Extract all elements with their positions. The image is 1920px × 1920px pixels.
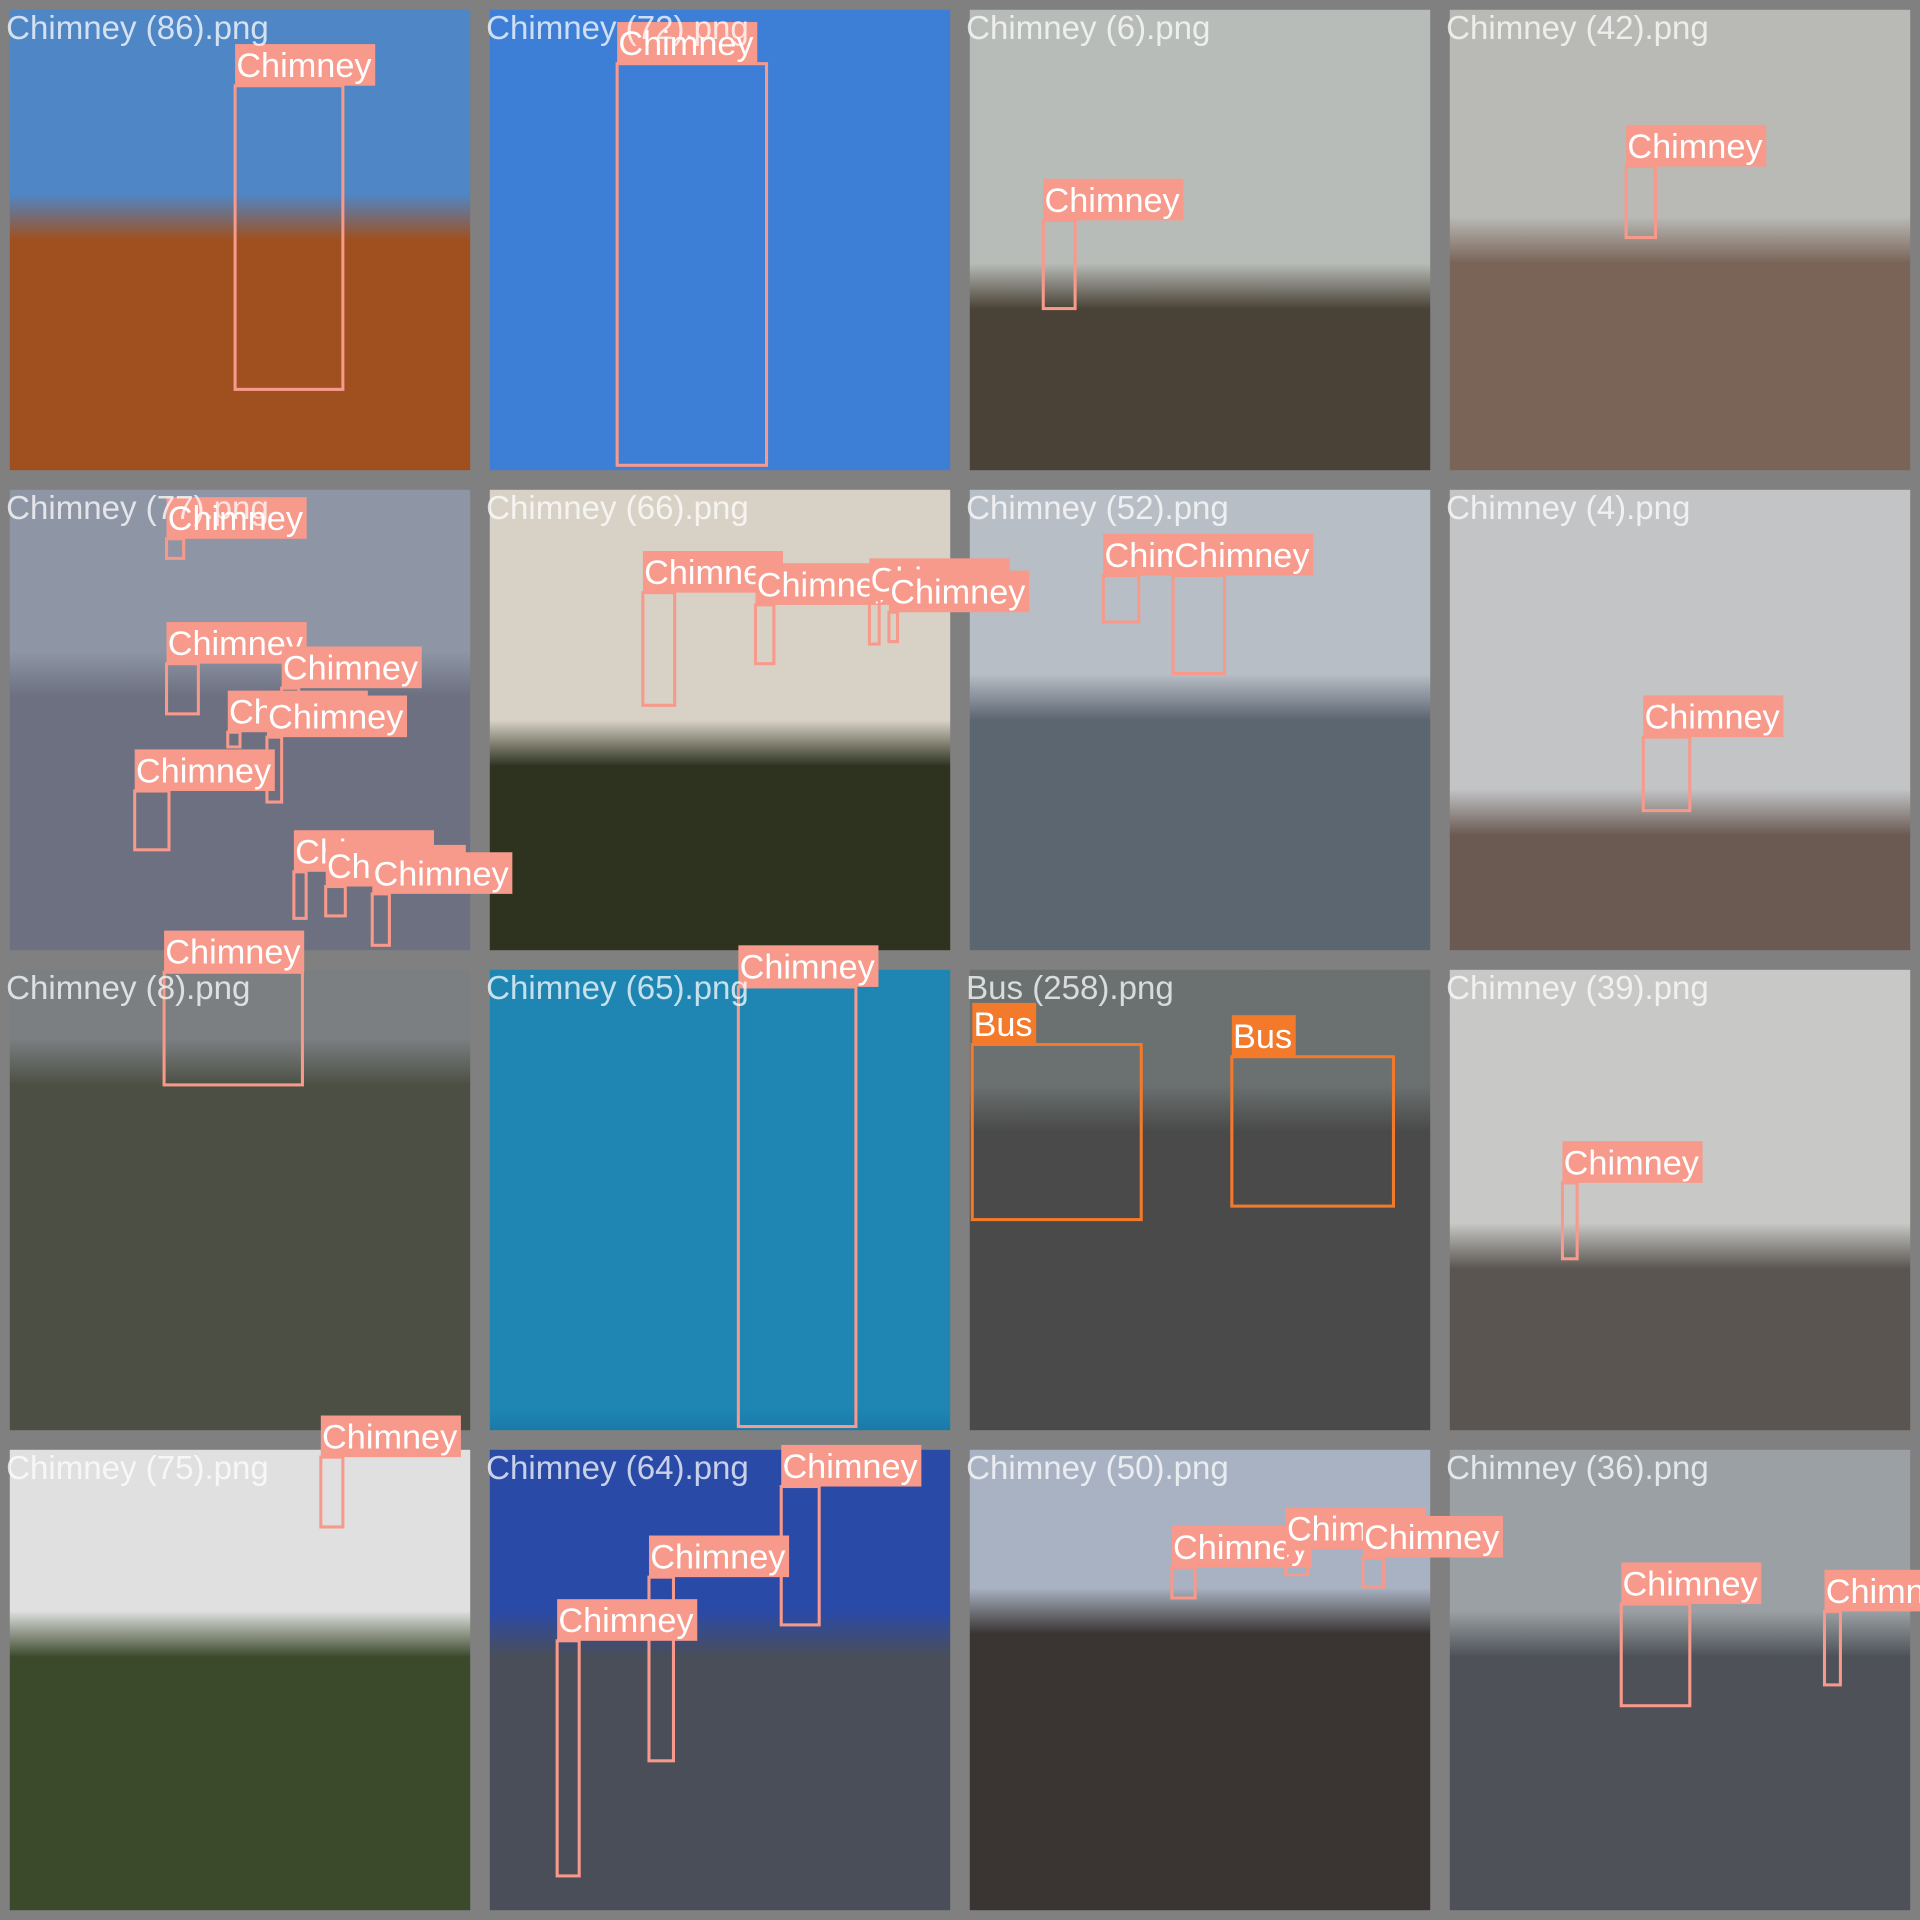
label-background bbox=[1043, 178, 1184, 221]
box-label: Chimney bbox=[740, 948, 876, 986]
label-background bbox=[1621, 1562, 1762, 1605]
label-background bbox=[781, 1444, 922, 1487]
label-background bbox=[266, 695, 408, 738]
file-name: Chimney (8).png bbox=[6, 970, 250, 1007]
box-label: Chimney bbox=[236, 47, 372, 85]
file-name: Chimney (64).png bbox=[486, 1450, 749, 1487]
box-label: Chimney bbox=[1622, 1566, 1758, 1604]
label-background bbox=[972, 1002, 1037, 1045]
label-background bbox=[1231, 1015, 1296, 1057]
box-label: Chimney bbox=[1174, 537, 1310, 575]
box-label: Chimney bbox=[168, 625, 304, 663]
box-label: Chimney bbox=[558, 1602, 694, 1640]
label-background bbox=[888, 570, 1030, 613]
file-name: Chimney (36).png bbox=[1446, 1450, 1709, 1487]
label-background bbox=[1824, 1569, 1920, 1612]
box-label: Chimney bbox=[618, 25, 754, 63]
tile-image bbox=[969, 969, 1431, 1431]
file-name: Chimney (50).png bbox=[966, 1450, 1229, 1487]
label-background bbox=[1362, 1515, 1503, 1558]
tile-image bbox=[9, 1449, 471, 1911]
label-background bbox=[557, 1599, 698, 1641]
label-background bbox=[738, 945, 879, 987]
file-name: Chimney (6).png bbox=[966, 10, 1210, 47]
box-label: Chimney bbox=[650, 1539, 786, 1577]
label-background bbox=[320, 1415, 461, 1458]
box-label: Chimney bbox=[1364, 1519, 1500, 1557]
label-background bbox=[1173, 533, 1314, 576]
box-label: Chimney bbox=[1644, 699, 1780, 737]
tile-image bbox=[489, 9, 951, 471]
tile-image bbox=[489, 969, 951, 1431]
box-label: Chimney bbox=[1627, 128, 1763, 166]
box-label: Chimney bbox=[136, 752, 272, 790]
label-background bbox=[164, 930, 305, 973]
box-label: Bus bbox=[1233, 1018, 1292, 1056]
tile-image bbox=[969, 9, 1431, 471]
box-label: Chimney bbox=[1044, 182, 1180, 220]
file-name: Chimney (86).png bbox=[6, 10, 269, 47]
label-background bbox=[648, 1535, 790, 1578]
box-label: Chimney bbox=[1564, 1144, 1700, 1182]
tile-image bbox=[1449, 1449, 1911, 1911]
tile-image bbox=[9, 969, 471, 1431]
label-background bbox=[617, 22, 758, 64]
bounding-box bbox=[970, 1042, 1143, 1222]
box-label: Chimney bbox=[373, 855, 509, 893]
label-background bbox=[1643, 695, 1784, 738]
box-label: Chimney bbox=[782, 1448, 918, 1486]
box-label: Chimney bbox=[322, 1419, 458, 1457]
label-background bbox=[281, 646, 422, 689]
file-name: Chimney (66).png bbox=[486, 490, 749, 527]
tile-image bbox=[489, 1449, 951, 1911]
file-name: Chimney (52).png bbox=[966, 490, 1229, 527]
file-name: Chimney (72).png bbox=[486, 10, 749, 47]
label-background bbox=[372, 852, 513, 894]
file-name: Chimney (42).png bbox=[1446, 10, 1709, 47]
bounding-box bbox=[1230, 1055, 1395, 1208]
box-label: Chimney bbox=[1826, 1573, 1920, 1611]
label-background bbox=[1626, 124, 1767, 167]
file-name: Chimney (75).png bbox=[6, 1450, 269, 1487]
label-background bbox=[134, 749, 275, 792]
file-name: Chimney (77).png bbox=[6, 490, 269, 527]
file-name: Chimney (39).png bbox=[1446, 970, 1709, 1007]
box-label: Chimney bbox=[165, 934, 301, 972]
tile-image bbox=[1449, 9, 1911, 471]
box-label: Bus bbox=[973, 1006, 1032, 1044]
label-background bbox=[1562, 1141, 1703, 1183]
box-label: Chimney bbox=[268, 699, 404, 737]
tile-image bbox=[1449, 969, 1911, 1431]
box-label: Chimney bbox=[890, 574, 1026, 612]
box-label: Chimney bbox=[283, 650, 419, 688]
label-background bbox=[166, 497, 307, 539]
file-name: Chimney (4).png bbox=[1446, 490, 1690, 527]
label-background bbox=[235, 44, 376, 86]
box-label: Chimney bbox=[168, 500, 304, 538]
file-name: Chimney (65).png bbox=[486, 970, 749, 1007]
file-name: Bus (258).png bbox=[966, 970, 1174, 1007]
